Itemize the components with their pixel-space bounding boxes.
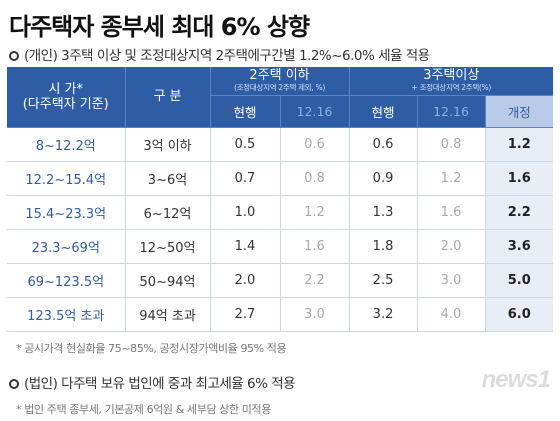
cell-gubun: 6~12억 xyxy=(125,195,211,230)
cell-b-current: 0.9 xyxy=(349,161,418,196)
table-row: 23.3~69억 12~50억 1.4 1.6 1.8 2.0 3.6 xyxy=(7,229,554,264)
cell-b-1216: 3.0 xyxy=(417,263,486,298)
cell-revised: 2.2 xyxy=(485,195,554,230)
header-group2-title: 3주택이상 xyxy=(423,68,480,84)
cell-a-1216: 3.0 xyxy=(280,297,350,332)
header-price: 시 가* (다주택자 기준) xyxy=(7,67,126,128)
table-row: 15.4~23.3억 6~12억 1.0 1.2 1.3 1.6 2.2 xyxy=(7,195,554,230)
cell-b-current: 1.3 xyxy=(349,195,418,230)
header-group2: 3주택이상 + 조정대상지역 2주택(%) xyxy=(349,67,554,96)
subtitle-text: (개인) 3주택 이상 및 조정대상지역 2주택에구간별 1.2%~6.0% 세… xyxy=(24,48,430,64)
cell-a-current: 2.7 xyxy=(210,297,281,332)
cell-range: 123.5억 초과 xyxy=(7,297,126,332)
header-group1-title: 2주택 이하 xyxy=(249,68,310,84)
cell-b-current: 3.2 xyxy=(349,297,418,332)
footnote-1: * 공시가격 현실화율 75~85%, 공정시장가액비율 95% 적용 xyxy=(16,342,287,355)
header-1216-2: 12.16 xyxy=(417,95,486,128)
cell-revised: 1.6 xyxy=(485,161,554,196)
header-price-line2: (다주택자 기준) xyxy=(22,96,109,112)
cell-revised: 3.6 xyxy=(485,229,554,264)
footnote-2: * 법인 주택 종부세, 기본공제 6억원 & 세부담 상한 미적용 xyxy=(16,403,271,416)
cell-range: 23.3~69억 xyxy=(7,229,126,264)
cell-b-1216: 1.2 xyxy=(417,161,486,196)
header-group1: 2주택 이하 (조정대상지역 2주택 제외, %) xyxy=(210,67,350,96)
cell-a-1216: 1.2 xyxy=(280,195,350,230)
cell-a-current: 1.4 xyxy=(210,229,281,264)
circle-bullet-icon xyxy=(9,379,19,389)
cell-b-1216: 1.6 xyxy=(417,195,486,230)
cell-a-current: 2.0 xyxy=(210,263,281,298)
cell-a-current: 1.0 xyxy=(210,195,281,230)
cell-b-current: 1.8 xyxy=(349,229,418,264)
circle-bullet-icon xyxy=(9,51,19,61)
cell-b-current: 0.6 xyxy=(349,127,418,162)
cell-gubun: 50~94억 xyxy=(125,263,211,298)
header-current-2: 현행 xyxy=(349,95,418,128)
header-group2-note: + 조정대상지역 2주택(%) xyxy=(411,83,492,93)
cell-b-1216: 0.8 xyxy=(417,127,486,162)
table-row: 69~123.5억 50~94억 2.0 2.2 2.5 3.0 5.0 xyxy=(7,263,554,298)
cell-gubun: 12~50억 xyxy=(125,229,211,264)
table-row: 123.5억 초과 94억 초과 2.7 3.0 3.2 4.0 6.0 xyxy=(7,297,554,332)
header-price-line1: 시 가* xyxy=(48,81,84,97)
cell-b-1216: 2.0 xyxy=(417,229,486,264)
cell-gubun: 3~6억 xyxy=(125,161,211,196)
cell-range: 8~12.2억 xyxy=(7,127,126,162)
cell-a-1216: 0.8 xyxy=(280,161,350,196)
subtitle: (개인) 3주택 이상 및 조정대상지역 2주택에구간별 1.2%~6.0% 세… xyxy=(9,44,430,64)
cell-revised: 1.2 xyxy=(485,127,554,162)
table-row: 8~12.2억 3억 이하 0.5 0.6 0.6 0.8 1.2 xyxy=(7,127,554,162)
header-current: 현행 xyxy=(210,95,281,128)
header-1216: 12.16 xyxy=(280,95,350,128)
cell-b-1216: 4.0 xyxy=(417,297,486,332)
cell-a-current: 0.5 xyxy=(210,127,281,162)
tax-rate-table: 시 가* (다주택자 기준) 구 분 2주택 이하 (조정대상지역 2주택 제외… xyxy=(7,67,554,332)
subtitle-2-text: (법인) 다주택 보유 법인에 중과 최고세율 6% 적용 xyxy=(24,376,296,392)
cell-gubun: 3억 이하 xyxy=(125,127,211,162)
cell-a-1216: 2.2 xyxy=(280,263,350,298)
page-title: 다주택자 종부세 최대 6% 상향 xyxy=(9,13,310,41)
header-revised: 개정 xyxy=(485,95,554,128)
header-gubun: 구 분 xyxy=(125,67,211,128)
header-group1-note: (조정대상지역 2주택 제외, %) xyxy=(234,83,325,93)
cell-a-current: 0.7 xyxy=(210,161,281,196)
cell-gubun: 94억 초과 xyxy=(125,297,211,332)
news1-logo: news1 xyxy=(481,366,551,393)
cell-range: 12.2~15.4억 xyxy=(7,161,126,196)
cell-range: 15.4~23.3억 xyxy=(7,195,126,230)
cell-range: 69~123.5억 xyxy=(7,263,126,298)
cell-a-1216: 0.6 xyxy=(280,127,350,162)
table-row: 12.2~15.4억 3~6억 0.7 0.8 0.9 1.2 1.6 xyxy=(7,161,554,196)
cell-b-current: 2.5 xyxy=(349,263,418,298)
cell-revised: 5.0 xyxy=(485,263,554,298)
cell-revised: 6.0 xyxy=(485,297,554,332)
subtitle-2: (법인) 다주택 보유 법인에 중과 최고세율 6% 적용 xyxy=(9,372,296,392)
cell-a-1216: 1.6 xyxy=(280,229,350,264)
